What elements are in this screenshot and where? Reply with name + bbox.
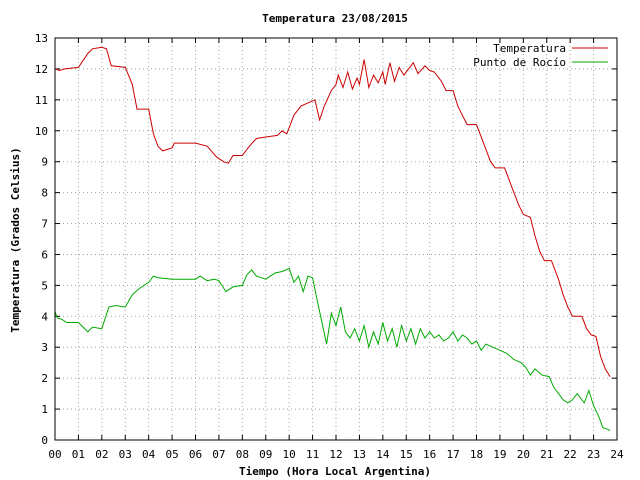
x-tick-label: 22	[564, 448, 577, 461]
x-tick-label: 05	[165, 448, 178, 461]
series-lines	[54, 46, 611, 432]
series-line-temperatura	[54, 46, 611, 377]
y-tick-label: 10	[35, 125, 48, 138]
y-axis-label: Temperatura (Grados Celsius)	[9, 147, 22, 332]
x-tick-label: 16	[423, 448, 436, 461]
x-tick-label: 13	[353, 448, 366, 461]
y-tick-label: 12	[35, 63, 48, 76]
x-tick-label: 14	[376, 448, 390, 461]
y-tick-label: 2	[41, 372, 48, 385]
legend-label-punto-de-rocio: Punto de Rocío	[473, 56, 566, 69]
x-tick-label: 02	[95, 448, 108, 461]
y-tick-label: 7	[41, 218, 48, 231]
x-axis-ticks: 00 01 02 03 04 05 06 07 08 09 10 11 12 13 14 15 16 17 18 19…	[48, 38, 624, 461]
y-tick-label: 0	[41, 434, 48, 447]
x-tick-label: 12	[329, 448, 342, 461]
x-tick-label: 10	[283, 448, 296, 461]
y-tick-label: 1	[41, 403, 48, 416]
x-tick-label: 03	[119, 448, 132, 461]
y-tick-label: 13	[35, 32, 48, 45]
x-tick-label: 21	[540, 448, 553, 461]
x-tick-label: 01	[72, 448, 85, 461]
plot-frame	[54, 37, 618, 441]
x-tick-label: 19	[493, 448, 506, 461]
y-tick-label: 3	[41, 341, 48, 354]
x-tick-label: 20	[517, 448, 530, 461]
x-tick-label: 15	[400, 448, 413, 461]
legend-label-temperatura: Temperatura	[493, 42, 566, 55]
legend: Temperatura Punto de Rocío	[473, 42, 608, 69]
x-tick-label: 11	[306, 448, 319, 461]
x-axis-label: Tiempo (Hora Local Argentina)	[239, 465, 431, 478]
series-line-punto-de-rocio	[54, 267, 611, 432]
chart-title: Temperatura 23/08/2015	[262, 12, 408, 25]
x-tick-label: 06	[189, 448, 202, 461]
y-tick-label: 4	[41, 310, 48, 323]
x-tick-label: 17	[446, 448, 459, 461]
y-tick-label: 11	[35, 94, 48, 107]
y-tick-label: 9	[41, 156, 48, 169]
x-tick-label: 07	[212, 448, 225, 461]
x-tick-label: 00	[48, 448, 61, 461]
x-tick-label: 09	[259, 448, 272, 461]
x-tick-label: 18	[470, 448, 483, 461]
grid-lines	[55, 38, 617, 440]
y-tick-label: 8	[41, 187, 48, 200]
x-tick-label: 04	[142, 448, 156, 461]
x-tick-label: 08	[236, 448, 249, 461]
y-tick-label: 6	[41, 248, 48, 261]
x-tick-label: 24	[610, 448, 624, 461]
x-tick-label: 23	[587, 448, 600, 461]
y-tick-label: 5	[41, 279, 48, 292]
